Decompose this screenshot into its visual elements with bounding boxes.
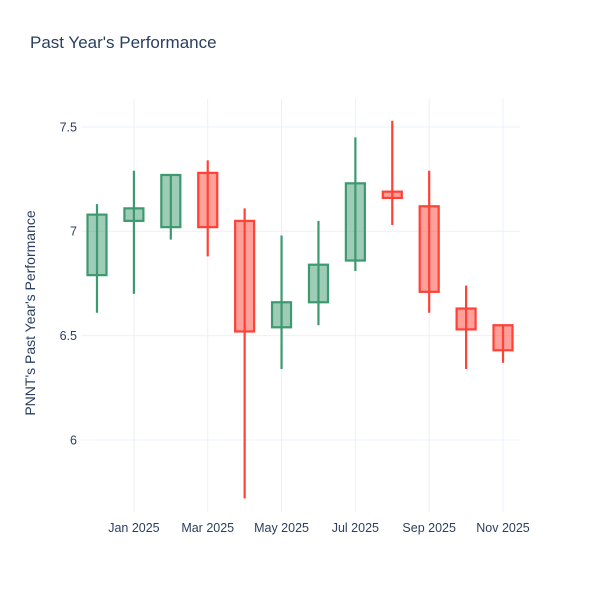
candle-body xyxy=(492,324,514,352)
candlestick-sep-2025[interactable] xyxy=(418,170,440,313)
candlestick-feb-2025[interactable] xyxy=(160,173,182,240)
candlestick-nov-2025[interactable] xyxy=(492,324,514,363)
candlestick-may-2025[interactable] xyxy=(270,235,293,370)
chart-title: Past Year's Performance xyxy=(30,33,217,52)
candle-body xyxy=(123,207,145,222)
x-tick-label: Nov 2025 xyxy=(476,521,530,535)
y-tick-label: 6 xyxy=(70,433,77,447)
candle-body xyxy=(307,263,330,304)
candlestick-apr-2025[interactable] xyxy=(234,208,256,499)
candlestick-jan-2025[interactable] xyxy=(123,170,145,294)
x-tick-label: Jul 2025 xyxy=(332,521,379,535)
candlestick-jun-2025[interactable] xyxy=(307,220,330,326)
candle-body xyxy=(455,307,477,331)
y-tick-label: 7.5 xyxy=(60,120,77,134)
x-tick-label: May 2025 xyxy=(254,521,309,535)
candlestick-aug-2025[interactable] xyxy=(381,120,403,226)
candle-body xyxy=(160,173,182,229)
y-tick-label: 6.5 xyxy=(60,329,77,343)
candlestick-oct-2025[interactable] xyxy=(455,285,477,370)
candle-body xyxy=(270,301,293,329)
x-tick-label: Jan 2025 xyxy=(108,521,159,535)
candle-body xyxy=(86,213,108,277)
candlestick-mar-2025[interactable] xyxy=(197,160,219,257)
candle-body xyxy=(418,205,440,293)
candlestick-dec-2024[interactable] xyxy=(86,204,108,313)
x-tick-label: Mar 2025 xyxy=(181,521,234,535)
x-tick-label: Sep 2025 xyxy=(402,521,456,535)
candle-body xyxy=(344,182,366,262)
candle-body xyxy=(197,171,219,229)
candlestick-jul-2025[interactable] xyxy=(344,137,366,271)
y-tick-label: 7 xyxy=(70,225,77,239)
candle-body xyxy=(234,219,256,333)
candle-body xyxy=(381,190,403,200)
